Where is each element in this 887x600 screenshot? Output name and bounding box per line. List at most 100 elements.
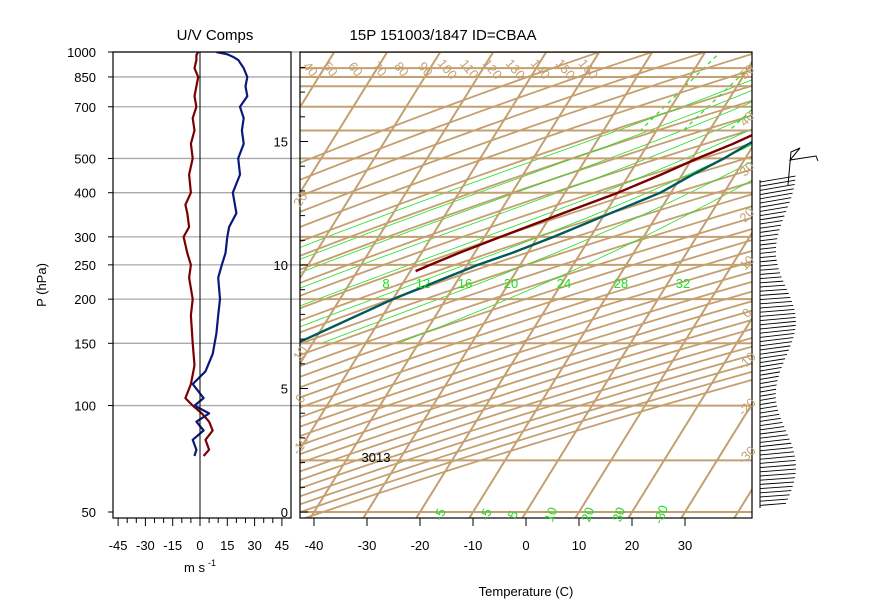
wind-barb [759,337,794,343]
isotherm [300,52,495,366]
wind-barb [759,498,788,502]
height-tick-label: 10 [274,258,288,273]
uv-y-tick-label: 500 [74,151,96,166]
wind-barb [759,502,787,506]
wind-barb [759,301,792,305]
wind-barb [759,442,792,448]
wind-barb [759,430,787,435]
wind-barb [759,409,779,414]
dry-adiabat [300,290,752,438]
height-tick-label: 5 [281,382,288,397]
wind-barb [759,305,794,309]
isotherm [300,52,442,280]
wind-barb [759,192,793,200]
dry-adiabat [300,260,752,409]
isotherm [574,231,752,518]
wind-barb [759,233,779,238]
mixing-ratio-label: 24 [557,276,571,291]
wind-barb [759,490,792,494]
wind-barb [759,451,794,456]
wind-barb [759,251,776,254]
mixing-ratio-line [832,45,887,131]
wind-barb [759,358,786,364]
wind-barb [759,184,795,191]
wind-barb [759,413,780,418]
wind-barb [759,188,794,196]
wind-barb [759,246,777,250]
wind-barb [759,353,788,359]
moist-adiabat-label: -10 [735,349,759,373]
dry-adiabat [300,114,752,271]
wind-barb [759,272,781,275]
wind-barb [759,455,795,460]
wind-barb [759,422,783,427]
wind-barb [759,405,778,410]
wind-barb [759,229,780,233]
temperature-tick-label: -40 [305,538,324,553]
dry-adiabat [300,328,752,473]
wind-barb [759,268,779,271]
wind-barb [759,388,777,393]
uv-y-tick-label: 300 [74,230,96,245]
mixing-ratio-line [796,45,887,131]
left-tan-label: 10 [290,343,311,363]
uv-x-tick-label: -45 [109,538,128,553]
dewpoint-profile-line [300,140,752,344]
uv-x-tick-label: -30 [136,538,155,553]
wind-barb [759,447,793,452]
uv-components-panel: U/V Comps 100085070050040030025020015010… [34,27,300,575]
uv-x-axis-unit: m s [184,560,205,575]
wind-barb [759,384,777,389]
bottom-green-label: -5 [431,506,449,522]
temperature-tick-label: 30 [678,538,692,553]
dry-adiabat [300,52,603,164]
mixing-ratio-label: 8 [382,276,389,291]
uv-y-axis: 1000 850 700 500 400 300 250 200 150 100 50 [67,45,113,520]
wind-barb [759,280,784,284]
isotherm [309,52,601,518]
wind-barb [759,349,789,355]
temperature-tick-label: 20 [625,538,639,553]
wind-barb [759,179,796,187]
dry-adiabat [300,249,752,399]
dry-adiabat [300,336,752,481]
left-tan-label: 20 [290,189,311,209]
isotherms [0,37,752,546]
uv-series-lines [182,52,249,457]
mixing-ratio-line [682,64,752,131]
wind-barb [759,397,776,401]
moist-adiabat-label: -30 [735,443,759,467]
wind-barb [759,242,777,246]
dry-adiabat [300,362,752,506]
uv-x-tick-label: 45 [275,538,289,553]
wind-barb [759,308,795,313]
wind-barb [759,276,782,280]
uv-y-tick-label: 100 [74,399,96,414]
temperature-axis: -40 -30 -20 -10 0 10 20 30 [305,518,692,553]
wind-barb [759,438,790,443]
isotherm [0,37,25,546]
bottom-green-label: -5 [477,506,495,522]
bottom-green-label: -30 [651,503,672,526]
temperature-tick-label: 10 [572,538,586,553]
mixing-ratio-line [865,45,887,131]
upper-wind-barb [787,147,819,186]
wind-barb [759,333,795,338]
uv-y-axis-label: P (hPa) [34,263,49,307]
moist-adiabat-label: 30 [736,158,757,179]
wind-barb [759,393,776,397]
wind-barb [759,375,779,380]
dry-adiabat [300,84,752,243]
height-tick-label: 0 [281,505,288,520]
height-tick-label: 15 [274,135,288,150]
skewt-series-lines [300,133,752,344]
wind-barb [759,238,778,242]
wind-barbs [759,147,819,508]
uv-x-axis-label: m s -1 [184,558,216,575]
dry-adiabat [300,52,709,198]
wind-barb [759,312,796,317]
wind-barb [759,494,790,498]
wind-barb [759,426,785,431]
